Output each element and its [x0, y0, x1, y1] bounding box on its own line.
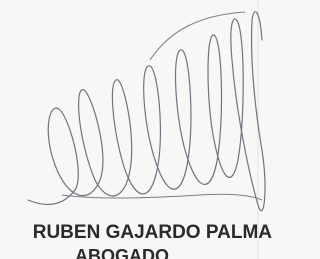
signature-scan: RUBEN GAJARDO PALMA ABOGADO — [0, 0, 320, 259]
page: RUBEN GAJARDO PALMA ABOGADO (() => { con… — [0, 0, 320, 259]
signer-name: RUBEN GAJARDO PALMA — [33, 222, 273, 243]
signer-title: ABOGADO — [75, 246, 169, 259]
